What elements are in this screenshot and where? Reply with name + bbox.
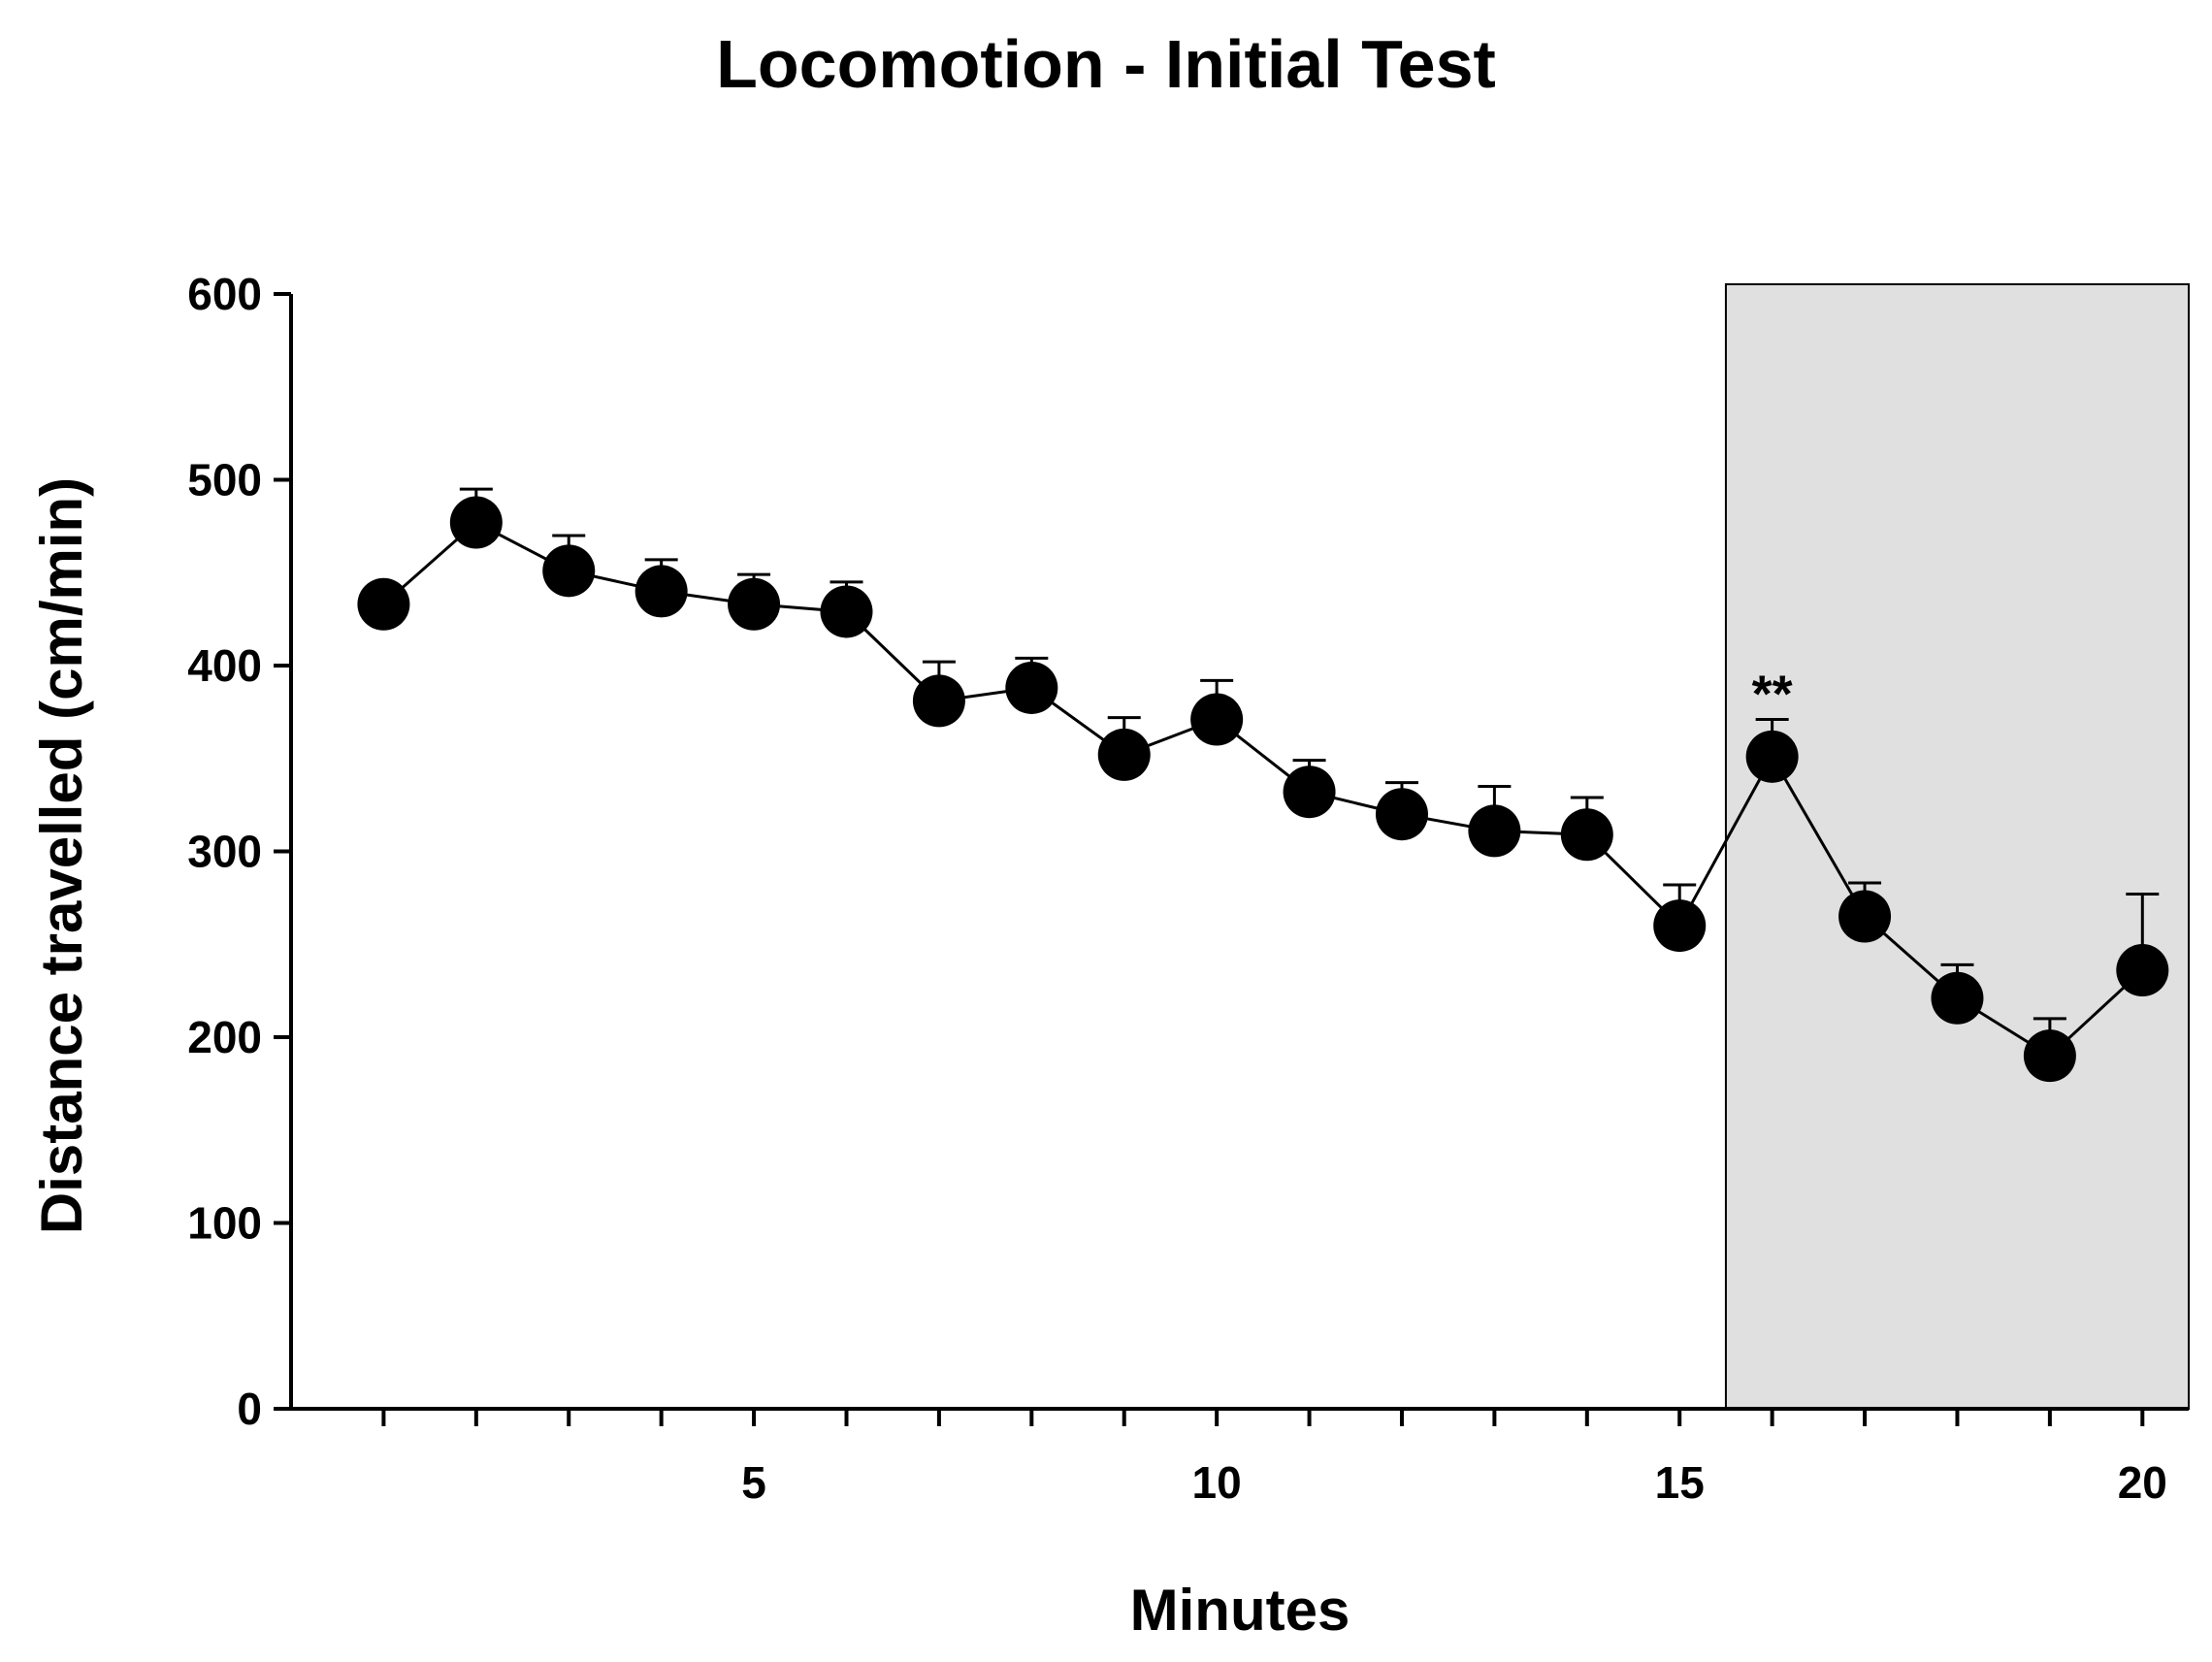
significance-annotation: **	[1752, 666, 1793, 724]
y-tick-label: 200	[187, 1012, 262, 1062]
x-axis-ticks: 5 10 15 20	[381, 1409, 2167, 1508]
data-point	[449, 496, 503, 549]
data-point	[1097, 728, 1151, 781]
data-point	[1560, 808, 1613, 862]
y-axis-label: Distance travelled (cm/min)	[29, 477, 94, 1234]
x-axis-label: Minutes	[1130, 1578, 1350, 1643]
y-tick-label: 0	[237, 1384, 262, 1434]
highlight-region	[1724, 283, 2191, 1410]
chart-title: Locomotion - Initial Test	[716, 26, 1496, 102]
y-tick-label: 300	[187, 827, 262, 877]
data-point	[1745, 730, 1799, 783]
x-tick-label: 5	[741, 1457, 766, 1508]
data-point	[542, 544, 596, 598]
annotations: **	[1752, 666, 1793, 724]
data-point	[1005, 661, 1058, 714]
data-point	[1931, 971, 1984, 1025]
data-point	[728, 577, 781, 631]
data-point	[912, 674, 965, 728]
y-tick-label: 400	[187, 640, 262, 691]
data-point	[1375, 788, 1428, 841]
data-point	[820, 585, 873, 638]
data-point	[357, 577, 410, 631]
data-point	[1190, 693, 1244, 746]
data-point	[1838, 890, 1892, 943]
data-point	[1468, 804, 1521, 858]
x-tick-label: 10	[1192, 1457, 1242, 1508]
data-point	[1283, 766, 1336, 819]
data-point	[2023, 1029, 2076, 1083]
x-tick-label: 20	[2118, 1457, 2167, 1508]
data-point	[2116, 944, 2169, 997]
x-tick-label: 15	[1655, 1457, 1705, 1508]
data-point	[634, 565, 688, 618]
y-tick-label: 600	[187, 269, 262, 319]
data-point	[1653, 899, 1707, 953]
y-tick-label: 100	[187, 1198, 262, 1249]
data-points	[357, 496, 2169, 1083]
y-tick-label: 500	[187, 455, 262, 505]
y-axis-ticks: 0 100 200 300 400 500 600	[187, 269, 291, 1434]
